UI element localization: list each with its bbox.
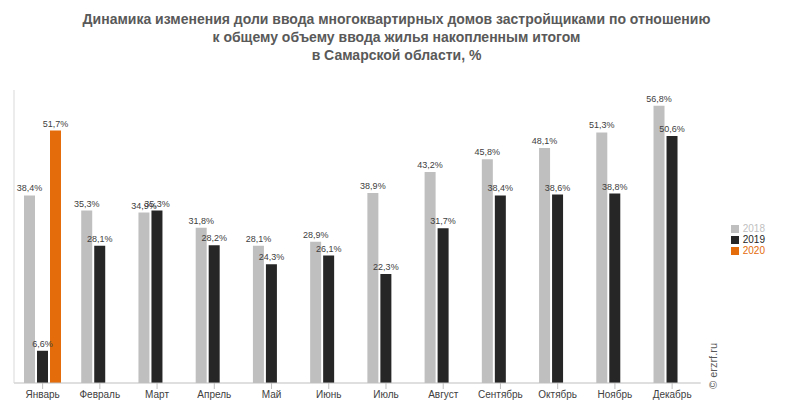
svg-text:28,9%: 28,9%: [303, 230, 329, 240]
svg-text:38,4%: 38,4%: [488, 183, 514, 193]
svg-text:Июнь: Июнь: [316, 389, 341, 400]
html-text:2018: 2018: [742, 223, 765, 234]
svg-text:31,7%: 31,7%: [430, 216, 456, 226]
html-text:Динамика изменения доли ввода: Динамика изменения доли ввода многокварт…: [82, 11, 711, 63]
svg-text:35,3%: 35,3%: [74, 199, 100, 209]
svg-text:31,8%: 31,8%: [188, 216, 214, 226]
svg-text:35,3%: 35,3%: [144, 199, 170, 209]
svg-text:28,1%: 28,1%: [87, 234, 113, 244]
svg-text:43,2%: 43,2%: [417, 160, 443, 170]
svg-text:26,1%: 26,1%: [316, 244, 342, 254]
svg-text:38,4%: 38,4%: [17, 183, 43, 193]
svg-text:48,1%: 48,1%: [532, 136, 558, 146]
svg-text:Январь: Январь: [25, 389, 59, 400]
svg-text:Март: Март: [145, 389, 169, 400]
svg-text:51,7%: 51,7%: [43, 119, 69, 129]
svg-text:Сентябрь: Сентябрь: [478, 389, 523, 400]
svg-text:28,2%: 28,2%: [201, 233, 227, 243]
svg-text:Август: Август: [428, 389, 459, 400]
html-text:2020: 2020: [742, 245, 765, 256]
svg-text:38,8%: 38,8%: [602, 182, 628, 192]
svg-text:Июль: Июль: [373, 389, 399, 400]
svg-text:38,6%: 38,6%: [545, 183, 571, 193]
svg-text:38,9%: 38,9%: [360, 181, 386, 191]
svg-text:24,3%: 24,3%: [259, 252, 285, 262]
svg-text:Октябрь: Октябрь: [538, 389, 577, 400]
svg-text:Февраль: Февраль: [80, 389, 121, 400]
svg-text:6,6%: 6,6%: [32, 339, 53, 349]
html-text:© erzrf.ru: © erzrf.ru: [707, 343, 719, 389]
svg-text:51,3%: 51,3%: [589, 120, 615, 130]
svg-text:Ноябрь: Ноябрь: [598, 389, 633, 400]
svg-text:Декабрь: Декабрь: [653, 389, 692, 400]
svg-text:Апрель: Апрель: [197, 389, 231, 400]
svg-text:28,1%: 28,1%: [246, 234, 272, 244]
svg-text:45,8%: 45,8%: [475, 147, 501, 157]
svg-text:56,8%: 56,8%: [646, 94, 672, 104]
html-text:2019: 2019: [742, 234, 765, 245]
svg-text:22,3%: 22,3%: [373, 262, 399, 272]
svg-text:Май: Май: [262, 389, 282, 400]
svg-text:50,6%: 50,6%: [659, 124, 685, 134]
